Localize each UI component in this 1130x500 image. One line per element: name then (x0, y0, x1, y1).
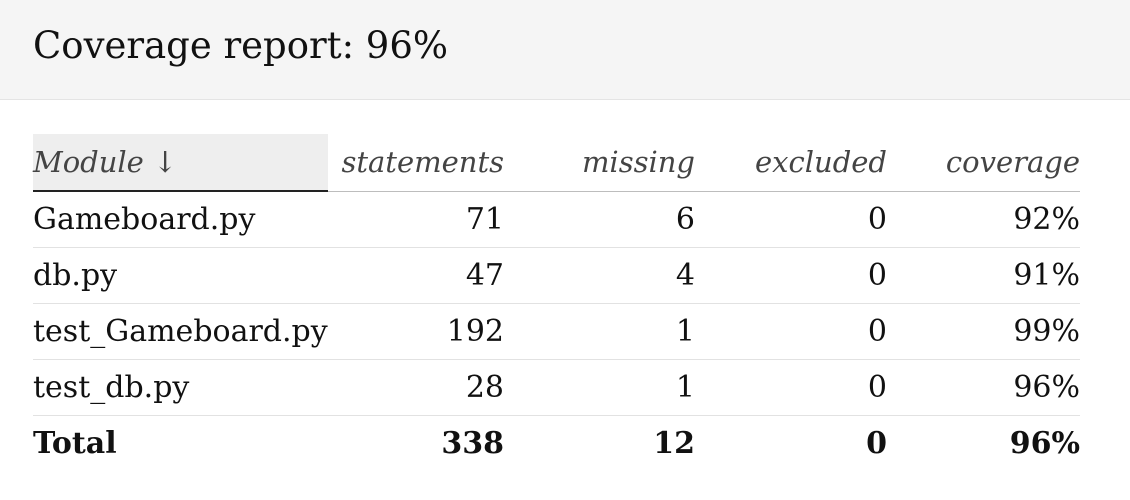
report-header: Coverage report: 96% (0, 0, 1130, 100)
missing-cell: 1 (504, 359, 695, 416)
statements-cell: 71 (328, 191, 504, 248)
statements-cell: 192 (328, 303, 504, 360)
module-link[interactable]: Gameboard.py (33, 191, 328, 248)
total-coverage: 96% (1009, 426, 1080, 461)
statements-cell: 47 (328, 247, 504, 304)
total-row: Total 338 12 0 96% (33, 416, 1080, 472)
coverage-cell: 91% (887, 247, 1080, 304)
total-missing: 12 (653, 426, 695, 461)
missing-cell: 4 (504, 247, 695, 304)
excluded-cell: 0 (695, 191, 887, 248)
coverage-cell: 99% (887, 303, 1080, 360)
column-header-excluded[interactable]: excluded (695, 134, 887, 192)
column-header-missing[interactable]: missing (504, 134, 695, 192)
module-link[interactable]: test_Gameboard.py (33, 303, 328, 360)
module-link[interactable]: db.py (33, 247, 328, 304)
excluded-cell: 0 (695, 359, 887, 416)
table-row: test_db.py 28 1 0 96% (33, 359, 1080, 416)
missing-cell: 1 (504, 303, 695, 360)
excluded-cell: 0 (695, 303, 887, 360)
total-label: Total (33, 426, 117, 461)
column-header-coverage[interactable]: coverage (887, 134, 1080, 192)
module-link[interactable]: test_db.py (33, 359, 328, 416)
coverage-cell: 92% (887, 191, 1080, 248)
column-header-statements[interactable]: statements (328, 134, 504, 192)
table-header-row: Module ↓ statements missing excluded cov… (33, 134, 1080, 192)
page-title: Coverage report: 96% (33, 24, 449, 67)
table-row: test_Gameboard.py 192 1 0 99% (33, 303, 1080, 360)
statements-cell: 28 (328, 359, 504, 416)
table-row: Gameboard.py 71 6 0 92% (33, 191, 1080, 248)
missing-cell: 6 (504, 191, 695, 248)
table-row: db.py 47 4 0 91% (33, 247, 1080, 304)
coverage-table: Module ↓ statements missing excluded cov… (33, 134, 1080, 471)
total-statements: 338 (441, 426, 504, 461)
column-header-module[interactable]: Module ↓ (33, 134, 328, 192)
coverage-cell: 96% (887, 359, 1080, 416)
total-excluded: 0 (866, 426, 887, 461)
excluded-cell: 0 (695, 247, 887, 304)
